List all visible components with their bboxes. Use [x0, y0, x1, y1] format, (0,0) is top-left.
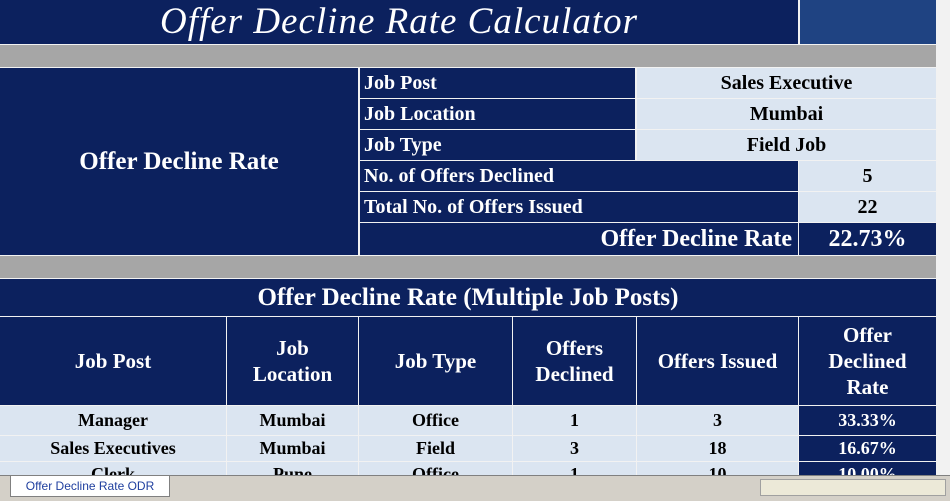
field-value: 22: [799, 192, 936, 222]
field-label: Job Location: [360, 99, 635, 129]
sheet-tab[interactable]: Offer Decline Rate ODR: [10, 476, 170, 497]
field-value: Sales Executive: [637, 68, 936, 98]
worksheet: Offer Decline Rate Calculator Offer Decli…: [0, 0, 950, 475]
title-side: [800, 0, 936, 44]
column-header: Job Post: [0, 317, 226, 405]
table-cell: 1: [513, 406, 636, 435]
table-cell: Manager: [0, 406, 226, 435]
table-cell: Mumbai: [227, 406, 358, 435]
table-cell: 16.67%: [799, 436, 936, 461]
column-header: Job Type: [359, 317, 512, 405]
table-cell: 33.33%: [799, 406, 936, 435]
table-title: Offer Decline Rate (Multiple Job Posts): [0, 279, 936, 316]
column-header: Offer Declined Rate: [799, 317, 936, 405]
field-label: Job Post: [360, 68, 635, 98]
table-cell: Pune: [227, 462, 358, 475]
table-cell: 3: [513, 436, 636, 461]
field-value: Mumbai: [637, 99, 936, 129]
table-cell: 3: [637, 406, 798, 435]
result-label: Offer Decline Rate: [360, 223, 798, 255]
field-value: Field Job: [637, 130, 936, 160]
column-header: Offers Issued: [637, 317, 798, 405]
table-cell: 10.00%: [799, 462, 936, 475]
table-cell: Field: [359, 436, 512, 461]
separator: [0, 45, 936, 67]
table-cell: Office: [359, 406, 512, 435]
table-cell: 1: [513, 462, 636, 475]
table-cell: 10: [637, 462, 798, 475]
field-label: Total No. of Offers Issued: [360, 192, 798, 222]
table-cell: Office: [359, 462, 512, 475]
column-header: Offers Declined: [513, 317, 636, 405]
table-cell: Clerk: [0, 462, 226, 475]
field-label: No. of Offers Declined: [360, 161, 798, 191]
table-cell: Sales Executives: [0, 436, 226, 461]
field-label: Job Type: [360, 130, 635, 160]
result-value: 22.73%: [799, 223, 936, 255]
column-header: Job Location: [227, 317, 358, 405]
separator: [0, 256, 936, 278]
table-cell: 18: [637, 436, 798, 461]
field-value: 5: [799, 161, 936, 191]
sheet-tab-bar: Offer Decline Rate ODR: [0, 475, 950, 501]
horizontal-scrollbar[interactable]: [760, 479, 946, 496]
calculator-label: Offer Decline Rate: [0, 68, 358, 255]
table-cell: Mumbai: [227, 436, 358, 461]
title-bar: Offer Decline Rate Calculator: [0, 0, 798, 44]
